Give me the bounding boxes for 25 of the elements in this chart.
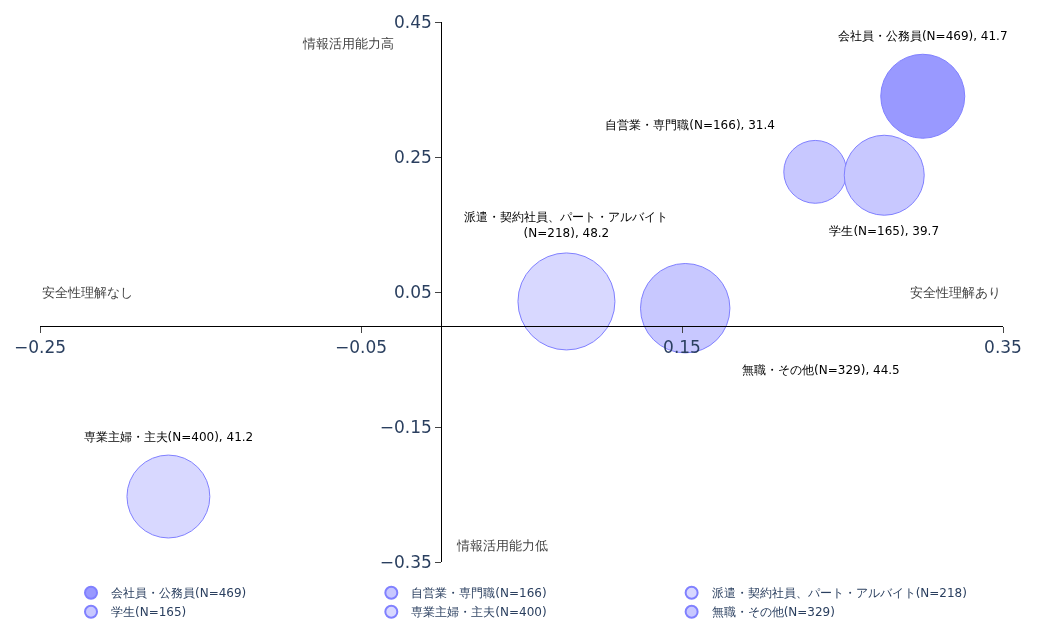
legend-label: 専業主婦・主夫(N=400) xyxy=(411,605,547,620)
legend-label: 自営業・専門職(N=166) xyxy=(411,586,547,601)
annotation: 安全性理解あり xyxy=(910,285,1001,300)
y-tick-label: −0.35 xyxy=(379,551,432,572)
annotation: 情報活用能力高 xyxy=(302,36,394,51)
data-label: 学生(N=165), 39.7 xyxy=(829,224,940,239)
x-tick-label: 0.35 xyxy=(984,337,1022,358)
annotation: 情報活用能力低 xyxy=(456,538,548,553)
x-tick-label: 0.15 xyxy=(663,337,701,358)
legend-label: 無職・その他(N=329) xyxy=(711,605,835,620)
data-label: 無職・その他(N=329), 44.5 xyxy=(742,363,900,378)
data-label: 派遣・契約社員、パート・アルバイト(N=218), 48.2 xyxy=(464,210,669,240)
data-label: 会社員・公務員(N=469), 41.7 xyxy=(837,28,1008,43)
y-tick-label: −0.15 xyxy=(379,416,432,437)
x-tick-label: −0.05 xyxy=(334,337,388,358)
data-label: 自営業・専門職(N=166), 31.4 xyxy=(605,117,775,132)
y-tick-label: 0.05 xyxy=(393,281,432,302)
data-label: 専業主婦・主夫(N=400), 41.2 xyxy=(83,429,254,444)
legend-label: 派遣・契約社員、パート・アルバイト(N=218) xyxy=(711,586,967,601)
y-tick-label: 0.45 xyxy=(393,11,432,32)
y-tick-label: 0.25 xyxy=(393,146,432,167)
legend-label: 学生(N=165) xyxy=(111,605,187,620)
x-tick-label: −0.25 xyxy=(13,337,67,358)
legend-label: 会社員・公務員(N=469) xyxy=(111,586,247,601)
annotation: 安全性理解なし xyxy=(42,285,133,300)
